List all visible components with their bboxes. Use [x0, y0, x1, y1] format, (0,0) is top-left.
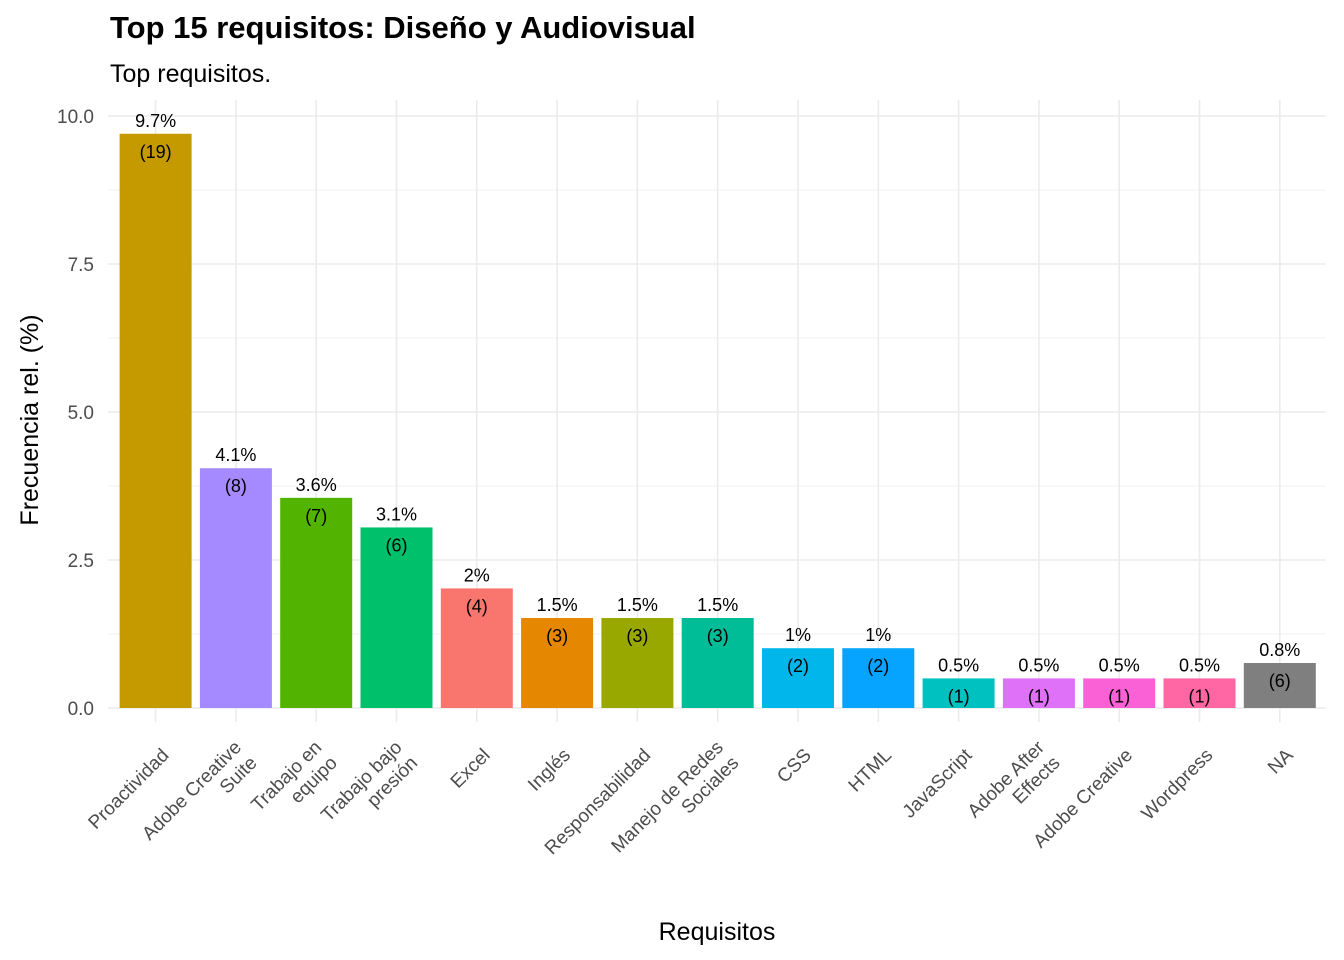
bar-percent-label: 1%: [785, 625, 811, 645]
bar-count-label: (4): [466, 596, 488, 616]
chart-subtitle: Top requisitos.: [110, 60, 272, 88]
bar-count-label: (1): [1189, 686, 1211, 706]
bar-count-label: (3): [707, 626, 729, 646]
bar: [1163, 678, 1236, 708]
x-tick-label: JavaScript: [899, 744, 977, 822]
bar: [1002, 678, 1075, 708]
bar: [440, 588, 513, 708]
bar-percent-label: 0.5%: [938, 655, 979, 675]
bar: [521, 618, 594, 708]
bar-count-label: (3): [626, 626, 648, 646]
bar: [1243, 663, 1316, 708]
bar: [280, 497, 353, 708]
x-tick-label: Wordpress: [1138, 745, 1218, 825]
bar-count-label: (19): [140, 142, 172, 162]
y-tick-label: 7.5: [68, 255, 94, 276]
bar-percent-label: 0.5%: [1018, 655, 1059, 675]
y-tick-label: 0.0: [68, 699, 94, 720]
bar-count-label: (1): [1028, 686, 1050, 706]
bar: [199, 468, 272, 708]
bar: [360, 527, 433, 708]
bar-count-label: (6): [386, 535, 408, 555]
bar-count-label: (1): [1108, 686, 1130, 706]
bar: [119, 133, 192, 708]
x-axis-title: Requisitos: [659, 918, 776, 946]
x-tick-label: HTML: [845, 745, 896, 796]
bar: [922, 678, 995, 708]
bar-percent-label: 2%: [464, 565, 490, 585]
y-axis-ticks: 0.0 2.5 5.0 7.5 10.0: [57, 107, 94, 720]
bar: [601, 618, 674, 708]
bar-count-label: (2): [787, 656, 809, 676]
bar-count-label: (8): [225, 476, 247, 496]
x-tick-label: Excel: [447, 745, 495, 793]
bar-count-label: (2): [867, 656, 889, 676]
bar: [681, 618, 754, 708]
bar-percent-label: 1.5%: [697, 595, 738, 615]
bar-count-label: (1): [948, 686, 970, 706]
y-tick-label: 2.5: [68, 551, 94, 572]
bar-percent-label: 0.5%: [1179, 655, 1220, 675]
bar: [842, 648, 915, 708]
x-tick-label: NA: [1264, 745, 1298, 779]
y-tick-label: 5.0: [68, 403, 94, 424]
bar-percent-label: 1.5%: [617, 595, 658, 615]
x-tick-label: CSS: [773, 745, 815, 787]
bar-count-label: (7): [305, 506, 327, 526]
bar-count-label: (3): [546, 626, 568, 646]
bar-percent-label: 9.7%: [135, 111, 176, 131]
bar-percent-label: 1%: [865, 625, 891, 645]
bar-percent-label: 0.8%: [1259, 640, 1300, 660]
bars: [119, 133, 1316, 708]
y-axis-title: Frecuencia rel. (%): [16, 314, 44, 525]
x-tick-label: Inglés: [524, 745, 575, 796]
chart-title: Top 15 requisitos: Diseño y Audiovisual: [110, 10, 696, 45]
bar-percent-label: 3.1%: [376, 504, 417, 524]
bar: [1083, 678, 1156, 708]
bar-percent-label: 1.5%: [537, 595, 578, 615]
y-tick-label: 10.0: [57, 107, 94, 128]
data-labels: 9.7% (19) 4.1% (8) 3.6% (7) 3.1% (6) 2% (4) 1.5% (3…: [135, 111, 1300, 707]
bar-percent-label: 0.5%: [1099, 655, 1140, 675]
bar-count-label: (6): [1269, 671, 1291, 691]
bar-percent-label: 3.6%: [296, 475, 337, 495]
x-tick-label: Trabajo bajopresión: [317, 737, 422, 842]
bar: [762, 648, 834, 708]
bar-percent-label: 4.1%: [215, 445, 256, 465]
